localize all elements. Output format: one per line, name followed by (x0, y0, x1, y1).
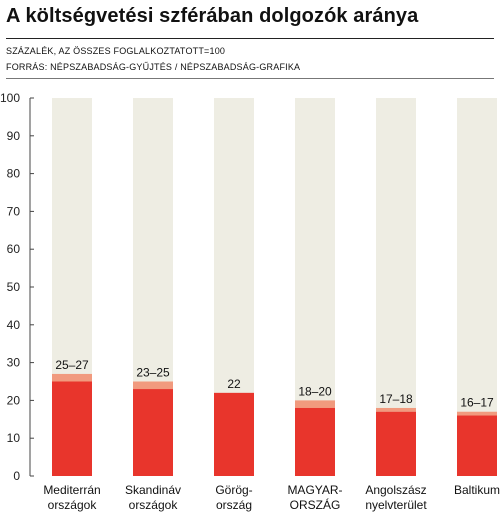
value-bar (52, 381, 92, 476)
range-bars (52, 373, 497, 416)
y-axis: 0 10 20 30 40 50 60 70 80 90 100 (0, 91, 34, 483)
value-label: 25–27 (55, 358, 89, 372)
x-category-label: Mediterrán országok (43, 483, 100, 512)
y-tick-label: 0 (13, 469, 20, 483)
x-category-label: Baltikum (454, 483, 500, 497)
chart-source-note: FORRÁS: NÉPSZABADSÁG-GYŰJTÉS / NÉPSZABAD… (6, 62, 301, 72)
range-bar (295, 400, 335, 408)
value-bar (133, 389, 173, 476)
y-tick-label: 80 (7, 167, 21, 181)
y-tick-label: 90 (7, 129, 21, 143)
x-category-label: Görög-ország (215, 483, 252, 512)
value-bar (214, 392, 254, 476)
y-tick-label: 100 (0, 91, 20, 105)
range-bar (133, 381, 173, 390)
subtitle-divider (6, 78, 494, 79)
x-category-label: MAGYAR-ORSZÁG (287, 483, 342, 512)
range-bar (52, 373, 92, 382)
value-label: 22 (227, 377, 241, 391)
value-bar (376, 411, 416, 476)
range-bar (457, 411, 497, 416)
chart-unit-note: SZÁZALÉK, AZ ÖSSZES FOGLALKOZTATOTT=100 (6, 46, 226, 56)
value-label: 23–25 (136, 366, 170, 380)
x-axis-labels: Mediterrán országok Skandináv országok Görög… (43, 483, 500, 512)
y-tick-label: 30 (7, 356, 21, 370)
x-category-label: Angolszász nyelvterület (365, 483, 427, 512)
y-tick-label: 40 (7, 318, 21, 332)
value-label: 18–20 (298, 384, 332, 398)
range-bar (376, 407, 416, 412)
y-tick-label: 70 (7, 204, 21, 218)
background-bars (52, 98, 497, 476)
y-tick-label: 10 (7, 431, 21, 445)
y-tick-label: 50 (7, 280, 21, 294)
chart-title: A költségvetési szférában dolgozók arány… (6, 5, 419, 27)
x-category-label: Skandináv országok (125, 483, 181, 512)
value-bar (457, 415, 497, 476)
value-label: 16–17 (460, 396, 494, 410)
value-bar (295, 407, 335, 476)
value-bars (52, 381, 497, 476)
title-divider (6, 38, 494, 39)
y-tick-label: 20 (7, 393, 21, 407)
value-label: 17–18 (379, 392, 413, 406)
value-labels: 25–27 23–25 22 18–20 17–18 16–17 (55, 358, 494, 410)
y-tick-label: 60 (7, 242, 21, 256)
